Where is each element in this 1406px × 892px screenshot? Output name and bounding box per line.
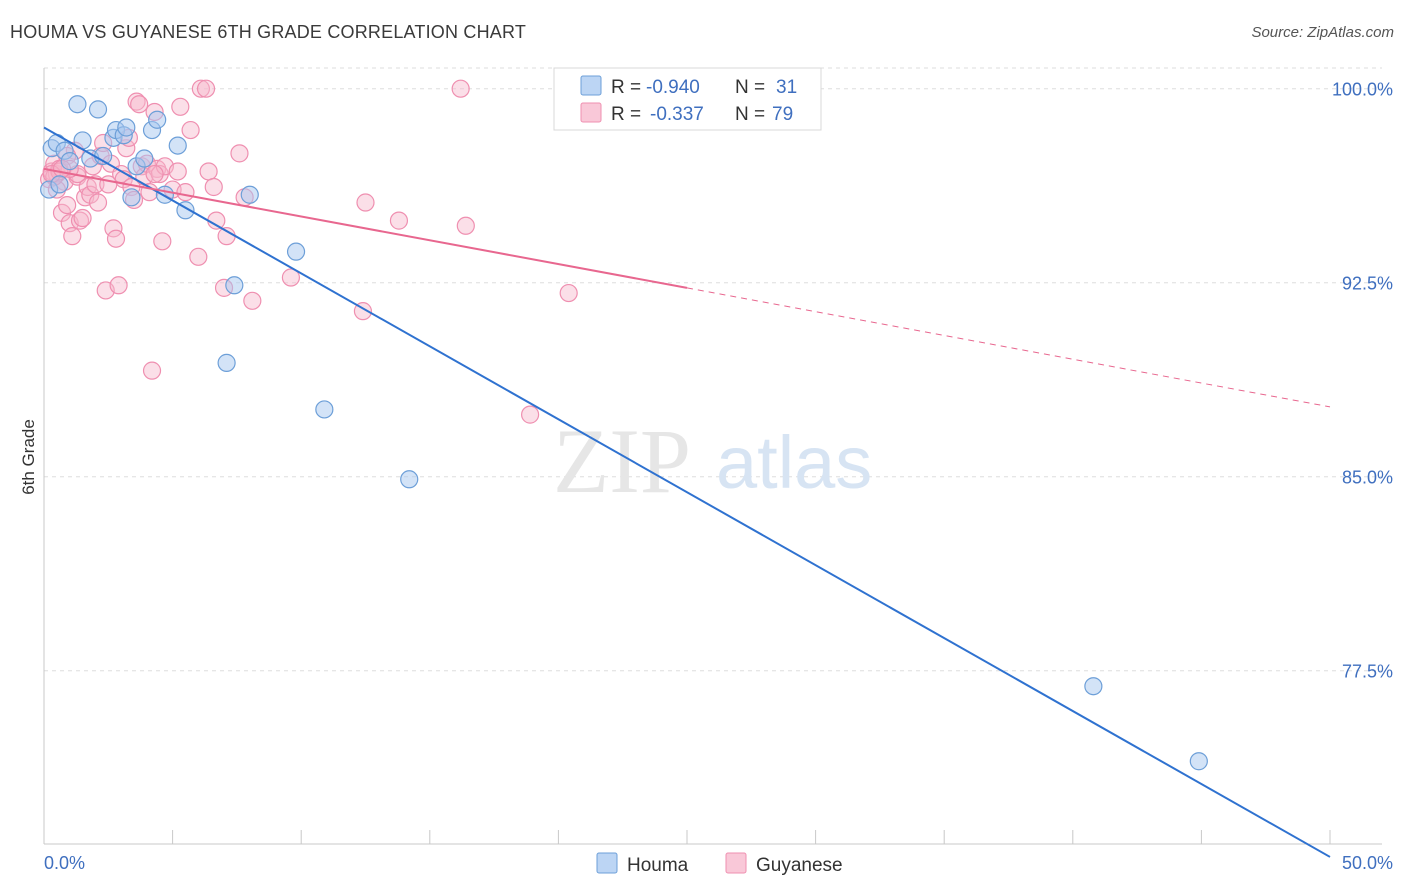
- legend-n-label-guyanese: N =: [735, 104, 765, 125]
- guyanese-point: [145, 164, 164, 184]
- guyanese-point: [168, 162, 187, 181]
- guyanese-trend-extension: [686, 287, 1331, 408]
- houma-point: [240, 185, 259, 204]
- houma-trend-line: [43, 126, 1331, 858]
- houma-point: [122, 188, 141, 207]
- houma-point: [155, 185, 174, 204]
- y-tick-label: 92.5%: [1342, 274, 1393, 294]
- houma-point: [88, 100, 108, 119]
- legend-swatch-houma: [580, 75, 602, 96]
- x-axis-labels: 0.0% 50.0%: [44, 853, 1393, 873]
- guyanese-point: [130, 95, 149, 114]
- guyanese-point: [104, 219, 123, 238]
- guyanese-point: [58, 195, 77, 215]
- guyanese-trend-line: [43, 167, 688, 289]
- guyanese-point: [356, 193, 375, 212]
- guyanese-point: [196, 79, 216, 98]
- series-legend-label-houma: Houma: [627, 855, 689, 876]
- guyanese-point: [199, 162, 218, 181]
- watermark: ZIP atlas: [553, 410, 872, 512]
- trend-lines: [43, 126, 1331, 858]
- houma-point: [1189, 752, 1208, 771]
- guyanese-point: [88, 193, 108, 212]
- x-tick-label: 0.0%: [44, 853, 85, 873]
- legend-n-value-guyanese: 79: [772, 104, 793, 125]
- y-axis-labels: 100.0% 92.5% 85.0% 77.5%: [1332, 80, 1393, 682]
- houma-point: [135, 149, 154, 168]
- legend-n-label-houma: N =: [735, 77, 765, 98]
- houma-point: [117, 118, 136, 137]
- guyanese-point: [204, 177, 223, 197]
- guyanese-point: [389, 211, 409, 230]
- guyanese-point: [243, 291, 262, 310]
- guyanese-point: [171, 97, 190, 116]
- guyanese-point: [73, 208, 92, 228]
- houma-point: [148, 110, 167, 129]
- guyanese-point: [99, 175, 118, 194]
- houma-point: [315, 400, 334, 419]
- y-axis-title: 6th Grade: [19, 419, 38, 495]
- guyanese-point: [451, 79, 470, 98]
- guyanese-point: [191, 79, 210, 98]
- y-tick-label: 85.0%: [1342, 468, 1393, 488]
- houma-points: [40, 95, 1208, 771]
- watermark-zip: ZIP: [553, 410, 691, 512]
- y-tick-label: 100.0%: [1332, 80, 1393, 100]
- legend-r-value-houma: -0.940: [646, 77, 700, 98]
- guyanese-point: [230, 144, 249, 163]
- chart-title: HOUMA VS GUYANESE 6TH GRADE CORRELATION …: [10, 22, 527, 42]
- series-legend: Houma Guyanese: [596, 852, 843, 876]
- guyanese-point: [281, 268, 301, 287]
- houma-point: [1084, 677, 1103, 696]
- houma-point: [286, 242, 306, 261]
- houma-point: [60, 152, 79, 171]
- series-legend-label-guyanese: Guyanese: [756, 855, 843, 876]
- x-tick-label: 50.0%: [1342, 853, 1393, 873]
- houma-point: [50, 175, 69, 194]
- guyanese-point: [63, 227, 82, 246]
- guyanese-point: [70, 211, 90, 230]
- guyanese-point: [176, 183, 195, 202]
- guyanese-point: [189, 247, 208, 266]
- guyanese-point: [521, 405, 540, 424]
- correlation-legend: R = -0.940 N = 31 R = -0.337 N = 79: [553, 67, 822, 131]
- guyanese-point: [142, 361, 162, 380]
- guyanese-point: [127, 92, 146, 111]
- houma-point: [68, 95, 87, 114]
- legend-r-value-guyanese: -0.337: [650, 104, 704, 125]
- guyanese-point: [456, 216, 475, 235]
- axes: [43, 68, 1382, 845]
- guyanese-point: [181, 120, 200, 140]
- legend-swatch-guyanese: [580, 102, 602, 123]
- source-label: Source: ZipAtlas.com: [1251, 24, 1394, 41]
- watermark-atlas: atlas: [716, 421, 872, 504]
- gridlines: [44, 67, 1382, 672]
- y-tick-label: 77.5%: [1342, 662, 1393, 682]
- legend-n-value-houma: 31: [776, 77, 797, 98]
- guyanese-point: [81, 185, 100, 204]
- legend-r-label-guyanese: R =: [611, 104, 641, 125]
- series-legend-swatch-houma: [596, 852, 618, 874]
- houma-point: [217, 353, 236, 372]
- guyanese-point: [153, 232, 172, 251]
- guyanese-point: [106, 229, 126, 248]
- x-axis-ticks: [43, 830, 1331, 844]
- legend-r-label-houma: R =: [611, 77, 641, 98]
- series-legend-swatch-guyanese: [725, 852, 747, 874]
- houma-point: [400, 470, 419, 489]
- guyanese-point: [207, 211, 226, 230]
- guyanese-point: [109, 276, 128, 295]
- houma-point: [168, 136, 187, 155]
- guyanese-point: [559, 283, 578, 303]
- houma-point: [225, 276, 244, 295]
